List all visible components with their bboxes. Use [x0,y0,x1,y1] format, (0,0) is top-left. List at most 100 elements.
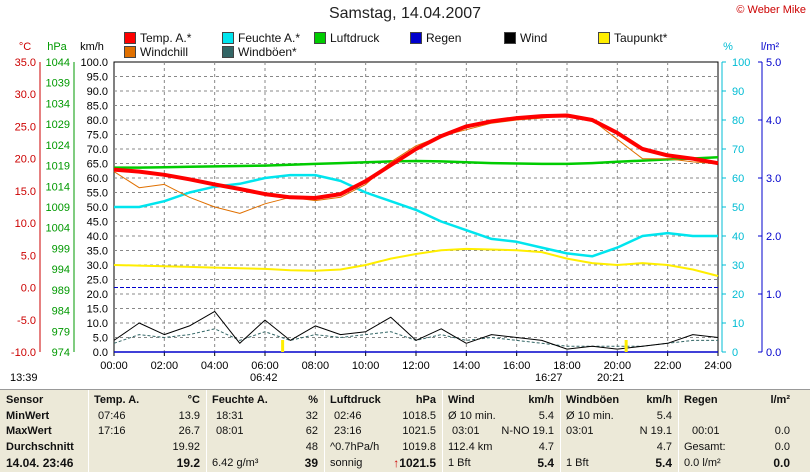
hum-min-time: 18:31 [216,410,244,422]
hum-avg: 48 [305,441,318,453]
gust-avg: 5.4 [656,410,672,422]
wind-mean: 4.7 [538,441,554,453]
wind-avg-label: Ø 10 min. [448,410,496,422]
legend-label: Temp. A.* [140,31,192,45]
temp-tick-label: 35.0 [15,57,36,69]
legend-swatch [222,32,234,44]
time-markers: 13:39 06:42 16:27 20:21 [0,372,810,386]
temp-tick-label: 15.0 [15,186,36,198]
legend-label: Windböen* [238,45,297,59]
rain-max: 0.0 [774,425,790,437]
pct-tick-label: 80 [732,115,744,127]
temp-tick-label: 30.0 [15,89,36,101]
press-max: 1021.5 [402,425,436,437]
kmh-tick-label: 55.0 [87,188,108,200]
legend-item: Windböen* [222,45,297,59]
x-tick-label: 02:00 [151,360,179,372]
kmh-tick-label: 95.0 [87,72,108,84]
rain-current: 0.0 [773,456,790,470]
row-avg-label: Durchschnitt [6,441,74,453]
legend-swatch [124,46,136,58]
press-current: ↑1021.5 [393,456,436,470]
legend-item: Taupunkt* [598,31,667,45]
series-taupunkt [113,247,719,277]
sunset-time: 20:21 [597,372,625,384]
legend-swatch [222,46,234,58]
stats-col-rain: Regen l/m² 00:01 0.0 Gesamt: 0.0 0.0 l/m² 0.… [678,390,796,472]
legend-swatch [124,32,136,44]
series-feuchtea [114,173,718,258]
temp-avg: 19.92 [172,441,200,453]
pct-tick-label: 50 [732,202,744,214]
x-tick-label: 24:00 [704,360,732,372]
kmh-tick-label: 0.0 [93,347,108,359]
kmh-tick-label: 25.0 [87,275,108,287]
temp-unit: °C [187,394,200,406]
x-tick-label: 18:00 [553,360,581,372]
kmh-axis-unit: km/h [80,41,104,53]
x-tick-label: 14:00 [453,360,481,372]
gust-mean: 4.7 [656,441,672,453]
kmh-tick-label: 35.0 [87,246,108,258]
press-header: Luftdruck [330,394,381,406]
row-max-label: MaxWert [6,425,52,437]
legend-label: Wind [520,31,548,45]
gust-header: Windböen [566,394,620,406]
max-time: 16:27 [535,372,563,384]
gust-max-time: 03:01 [566,425,594,437]
kmh-tick-label: 90.0 [87,86,108,98]
press-trend: ^0.7hPa/h [330,441,380,453]
temp-tick-label: 5.0 [21,250,36,262]
press-max-time: 23:16 [334,425,362,437]
hpa-tick-label: 1039 [46,78,70,90]
temp-tick-label: 25.0 [15,121,36,133]
stats-col-humidity: Feuchte A.% 18:31 32 08:01 62 48 6.42 g/m³… [206,390,325,472]
pct-tick-label: 30 [732,260,744,272]
gust-unit: km/h [646,394,672,406]
wind-distance: 112.4 km [448,441,493,453]
rain-tick-label: 4.0 [766,115,781,127]
legend-label: Regen [426,31,462,45]
hpa-tick-label: 999 [52,243,70,255]
wind-header: Wind [448,394,475,406]
press-forecast: sonnig [330,457,363,469]
series-windchill [113,115,719,214]
hpa-tick-label: 1004 [46,223,70,235]
rain-max-time: 00:01 [692,425,720,437]
stats-col-sensor: Sensor MinWert MaxWert Durchschnitt 14.0… [0,390,89,472]
kmh-tick-label: 45.0 [87,217,108,229]
hum-max: 62 [305,425,318,437]
hpa-tick-label: 1044 [46,57,70,69]
hpa-axis-unit: hPa [47,41,67,53]
rain-tick-label: 5.0 [766,57,781,69]
kmh-tick-label: 65.0 [87,159,108,171]
hpa-tick-label: 974 [52,347,70,359]
kmh-tick-label: 20.0 [87,289,108,301]
legend-label: Luftdruck [330,31,380,45]
legend-swatch [504,32,516,44]
temp-max-time: 17:16 [98,425,126,437]
kmh-tick-label: 50.0 [87,202,108,214]
current-datetime: 14.04. 23:46 [6,456,74,470]
hum-current: 39 [304,456,318,470]
rain-tick-label: 2.0 [766,231,781,243]
press-min: 1018.5 [402,410,436,422]
rain-tick-label: 0.0 [766,347,781,359]
hpa-tick-label: 984 [52,306,70,318]
sensor-header: Sensor [6,394,44,406]
kmh-tick-label: 85.0 [87,101,108,113]
pct-axis-unit: % [723,41,733,53]
legend-swatch [314,32,326,44]
kmh-tick-label: 70.0 [87,144,108,156]
wind-max-time: 03:01 [452,425,480,437]
temp-tick-label: -5.0 [17,315,36,327]
series-luftdruck [114,156,719,169]
press-avg: 1019.8 [402,441,436,453]
pct-tick-label: 90 [732,86,744,98]
rain-tick-label: 3.0 [766,173,781,185]
temp-min: 13.9 [178,410,200,422]
temp-tick-label: -10.0 [11,347,36,359]
x-tick-label: 00:00 [100,360,128,372]
temp-tick-label: 10.0 [15,218,36,230]
series-tempa [113,113,719,200]
